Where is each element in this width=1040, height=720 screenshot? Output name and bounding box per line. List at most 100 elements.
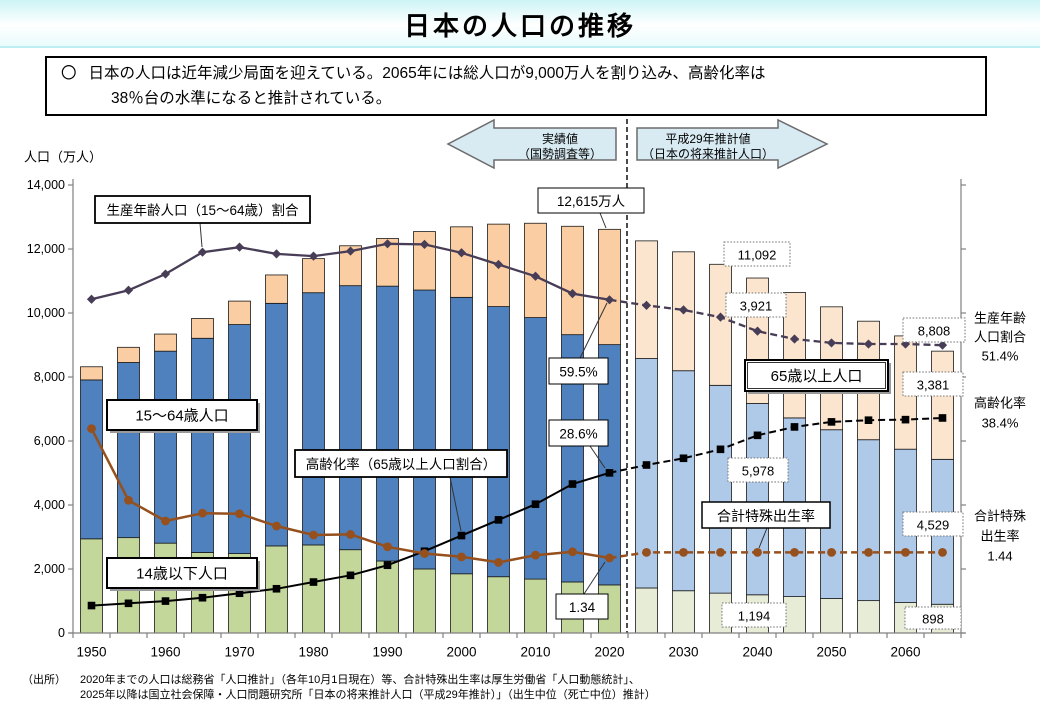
working-age-ratio-marker [789, 334, 800, 344]
working-age-ratio-marker [715, 312, 726, 322]
right-label-working_ratio-line1: 生産年齢 [974, 311, 1026, 326]
aging-rate-marker [716, 445, 725, 454]
bar-2015-elderly [561, 225, 584, 336]
annotation-leader [599, 212, 607, 229]
summary-line1: 日本の人口は近年減少局面を迎えている。2065年には総人口が9,000万人を割り… [88, 65, 766, 82]
fertility-rate-marker [901, 547, 910, 557]
aging-rate-marker [679, 454, 688, 463]
label-leader [199, 222, 203, 248]
y-tick-label: 6,000 [34, 434, 65, 448]
summary-box: 〇 日本の人口は近年減少局面を迎えている。2065年には総人口が9,000万人を… [45, 56, 987, 116]
fertility-rate-marker [346, 530, 355, 539]
source-note: （出所） 2020年までの人口は総務省「人口推計」（各年10月1日現在）等、合計… [22, 673, 656, 703]
fertility-rate-marker [161, 516, 170, 526]
annotation-box-elderly_2040 [725, 292, 787, 318]
x-tick-label: 2020 [594, 645, 624, 660]
right-label-aging_rate-line2: 38.4% [982, 416, 1019, 431]
bar-2025-elderly [635, 240, 658, 359]
bar-1985-working [339, 285, 362, 551]
bar-1970-elderly [228, 300, 251, 325]
working-age-ratio-marker [752, 326, 763, 336]
annotation-elderly_2040: 3,921 [740, 299, 773, 314]
series-label-aging_rate: 高齢化率（65歳以上人口割合） [306, 456, 497, 472]
working-age-ratio-marker [419, 239, 430, 249]
bullet-circle: 〇 [61, 65, 77, 82]
label-leader [758, 527, 768, 549]
aging-rate-marker [531, 500, 540, 508]
bar-1960-elderly [154, 333, 177, 352]
bar-1985-child [339, 549, 362, 634]
bar-2030-child [672, 590, 695, 634]
annotation-working_2040: 5,978 [742, 464, 775, 479]
working-age-ratio-marker [160, 269, 171, 279]
aging-rate-marker [309, 578, 318, 586]
annotation-box-elderly_2065 [902, 371, 964, 397]
x-tick-label: 1950 [76, 645, 106, 660]
bar-1975-elderly [265, 274, 288, 304]
annotation-box-child_2065 [904, 606, 962, 630]
y-tick-label: 10,000 [27, 306, 65, 320]
aging-rate-marker [753, 431, 762, 440]
y-tick-label: 14,000 [27, 178, 65, 192]
fertility-rate-marker [568, 547, 577, 557]
x-tick-label: 1980 [298, 645, 328, 660]
right-label-working_ratio-line2: 人口割合 [974, 330, 1026, 345]
series-label-box-working_ratio [94, 195, 311, 224]
fertility-rate-marker [642, 547, 651, 557]
source-line1: 2020年までの人口は総務省「人口推計」（各年10月1日現在）等、合計特殊出生率… [80, 674, 640, 686]
aging-rate-marker [605, 469, 614, 477]
x-tick-label: 1960 [150, 645, 180, 660]
annotation-box-child_2040 [721, 602, 787, 628]
projection-period-arrow [636, 118, 829, 170]
annotation-box-aging_rate_2020 [548, 419, 609, 447]
aging-rate-marker [827, 418, 836, 426]
bar-1990-elderly [376, 238, 399, 287]
y-tick-label: 2,000 [34, 562, 65, 576]
annotation-box-working_ratio_2020 [548, 357, 609, 385]
series-label-elderly_pop: 65歳以上人口 [771, 368, 863, 385]
aging-rate-marker [346, 571, 355, 580]
fertility-rate-marker [420, 549, 429, 558]
working-age-ratio-marker [937, 340, 948, 350]
working-age-ratio-marker [234, 242, 245, 252]
bar-1980-child [302, 544, 325, 634]
bar-1990-working [376, 285, 399, 562]
working-age-ratio-marker [197, 247, 208, 257]
y-axis-title: 人口（万人） [24, 150, 102, 165]
bar-1985-elderly [339, 245, 362, 287]
x-tick-label: 2060 [890, 645, 920, 660]
working-age-ratio-marker [271, 249, 282, 259]
working-age-ratio-marker [678, 305, 689, 315]
x-tick-label: 2000 [446, 645, 476, 660]
bar-2005-working [487, 306, 510, 578]
series-label-box-working_pop [106, 399, 258, 431]
y-tick-label: 12,000 [27, 242, 65, 256]
aging-rate-marker [235, 589, 244, 598]
x-tick-label: 1970 [224, 645, 254, 660]
bar-2005-child [487, 576, 510, 634]
bar-2010-child [524, 578, 547, 634]
working-age-ratio-marker [493, 259, 504, 270]
annotation-child_2040: 1,194 [738, 609, 771, 624]
bar-1960-working [154, 350, 177, 544]
bar-1955-working [117, 362, 140, 539]
working-age-ratio-line-projection [609, 298, 943, 347]
bar-1950-working [80, 379, 103, 540]
aging-rate-marker [198, 593, 207, 602]
series-label-working_pop: 15～64歳人口 [135, 408, 228, 425]
bar-1995-child [413, 568, 436, 634]
working-age-ratio-marker [382, 239, 393, 249]
fertility-rate-line-projection [609, 551, 943, 560]
bar-2045-elderly [783, 292, 806, 419]
working-age-ratio-marker [604, 295, 615, 305]
x-tick-label: 1990 [372, 645, 402, 660]
working-age-ratio-marker [86, 294, 97, 304]
aging-rate-marker [790, 423, 799, 431]
series-label-box-child_pop [106, 557, 258, 589]
annotation-working_2065: 4,529 [917, 518, 950, 533]
fertility-rate-marker [938, 547, 947, 557]
series-label-tfr: 合計特殊出生率 [717, 508, 815, 524]
bar-1980-elderly [302, 258, 325, 294]
annotation-leader [589, 445, 606, 469]
working-age-ratio-marker [900, 339, 911, 349]
